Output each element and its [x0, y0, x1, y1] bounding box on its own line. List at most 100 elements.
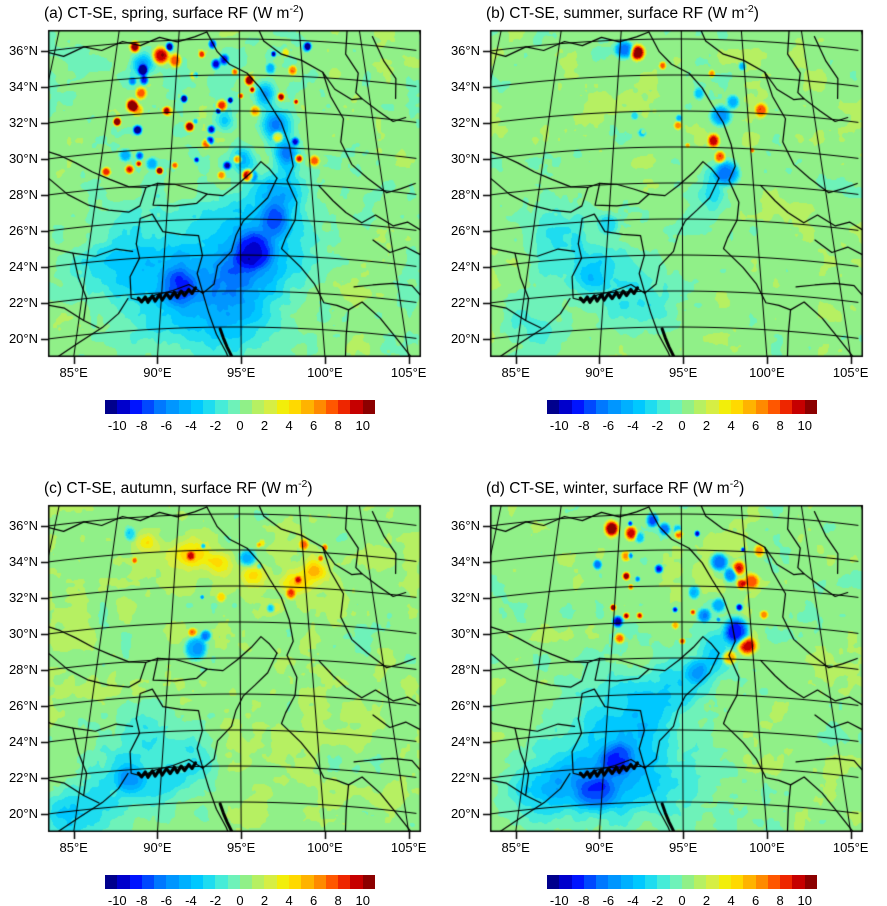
colorbar-tick-label: -2	[209, 418, 222, 433]
colorbar-tick-label: -10	[549, 418, 569, 433]
colorbar-cell	[583, 400, 597, 414]
lat-tick-label: 32°N	[8, 590, 38, 605]
colorbar-cell	[252, 875, 265, 889]
colorbar-cell	[780, 400, 793, 414]
colorbar-cell	[681, 875, 695, 889]
colorbar-tick-label: 6	[310, 418, 318, 433]
colorbar-cell	[154, 400, 167, 414]
lon-tick-label: 100°E	[749, 365, 785, 380]
colorbar-cell	[743, 875, 756, 889]
colorbar-cell	[547, 875, 560, 889]
colorbar-cell	[264, 400, 277, 414]
colorbar-tick-label: 10	[797, 418, 812, 433]
lat-tick-label: 30°N	[8, 626, 38, 641]
colorbar-cell	[350, 875, 363, 889]
lat-tick-label: 20°N	[450, 331, 480, 346]
colorbar-cell	[804, 400, 817, 414]
colorbar-cell	[596, 875, 609, 889]
colorbar-cell	[755, 400, 768, 414]
lon-tick-label: 85°E	[59, 365, 88, 380]
colorbar-cell	[203, 875, 216, 889]
lat-tick-label: 24°N	[450, 734, 480, 749]
lat-tick-label: 28°N	[450, 662, 480, 677]
colorbar-tick-label: -6	[160, 893, 173, 906]
colorbar-cell	[571, 875, 584, 889]
colorbar-tick-label: 8	[334, 418, 342, 433]
colorbar-cell	[730, 400, 744, 414]
lat-tick-label: 32°N	[8, 115, 38, 130]
colorbar-tick-label: -8	[578, 418, 590, 433]
colorbar-cell	[583, 875, 597, 889]
colorbar-cell	[117, 875, 130, 889]
map-canvas-summer	[442, 0, 885, 372]
colorbar-tick-label: -8	[136, 418, 148, 433]
colorbar-tick-label: -4	[185, 418, 197, 433]
colorbar	[547, 875, 817, 889]
colorbar-tick-label: -6	[602, 418, 615, 433]
colorbar-cell	[105, 875, 118, 889]
lat-tick-label: 36°N	[8, 43, 38, 58]
colorbar	[547, 400, 817, 414]
colorbar-cell	[154, 875, 167, 889]
colorbar-cell	[632, 400, 646, 414]
colorbar-tick-label: 8	[334, 893, 342, 906]
colorbar-tick-label: 8	[776, 418, 784, 433]
colorbar-tick-label: -2	[651, 893, 664, 906]
lat-tick-label: 36°N	[8, 518, 38, 533]
colorbar-tick-label: 6	[752, 893, 760, 906]
colorbar-cell	[178, 400, 191, 414]
colorbar-cell	[559, 400, 572, 414]
colorbar-cell	[166, 875, 179, 889]
colorbar-tick-label: -4	[185, 893, 197, 906]
lat-tick-label: 24°N	[450, 259, 480, 274]
lat-tick-label: 32°N	[450, 590, 480, 605]
lat-tick-label: 36°N	[450, 43, 480, 58]
lat-tick-label: 22°N	[450, 770, 480, 785]
panel-spring: (a) CT-SE, spring, surface RF (W m-2) 36…	[0, 0, 445, 450]
colorbar-tick-label: 0	[236, 418, 244, 433]
colorbar-tick-label: 8	[776, 893, 784, 906]
panel-autumn: (c) CT-SE, autumn, surface RF (W m-2) 36…	[0, 475, 445, 906]
colorbar-cell	[313, 875, 326, 889]
lat-tick-label: 28°N	[8, 187, 38, 202]
colorbar-cell	[117, 400, 130, 414]
colorbar-tick-label: -8	[578, 893, 590, 906]
colorbar-cell	[608, 875, 621, 889]
colorbar-cell	[767, 875, 781, 889]
colorbar	[105, 875, 375, 889]
colorbar-cell	[792, 400, 805, 414]
colorbar-cell	[706, 875, 719, 889]
colorbar-cell	[620, 875, 633, 889]
lon-tick-label: 85°E	[501, 365, 530, 380]
colorbar-tick-label: 2	[702, 418, 711, 433]
colorbar-tick-label: 4	[285, 893, 293, 906]
lat-tick-label: 36°N	[450, 518, 480, 533]
colorbar-cell	[596, 400, 609, 414]
map-canvas-autumn	[0, 475, 443, 847]
colorbar-tick-label: 0	[678, 418, 686, 433]
colorbar-cell	[338, 400, 351, 414]
colorbar-cell	[239, 875, 253, 889]
colorbar-cell	[706, 400, 719, 414]
colorbar-cell	[645, 875, 658, 889]
colorbar-tick-label: 0	[678, 893, 686, 906]
lon-tick-label: 105°E	[390, 840, 427, 855]
colorbar-cell	[694, 400, 707, 414]
colorbar-cell	[288, 875, 302, 889]
colorbar-tick-label: -6	[602, 893, 615, 906]
lat-tick-label: 34°N	[8, 554, 38, 569]
colorbar-cell	[166, 400, 179, 414]
colorbar-tick-label: -4	[627, 418, 639, 433]
colorbar-cell	[141, 400, 155, 414]
colorbar-cell	[350, 400, 363, 414]
lat-tick-label: 26°N	[8, 223, 38, 238]
lat-tick-label: 26°N	[450, 223, 480, 238]
colorbar-cell	[276, 875, 289, 889]
colorbar-cell	[301, 400, 314, 414]
lon-tick-label: 105°E	[390, 365, 427, 380]
colorbar-cell	[362, 875, 375, 889]
colorbar-cell	[301, 875, 314, 889]
colorbar	[105, 400, 375, 414]
lon-tick-label: 85°E	[59, 840, 88, 855]
colorbar-cell	[141, 875, 155, 889]
